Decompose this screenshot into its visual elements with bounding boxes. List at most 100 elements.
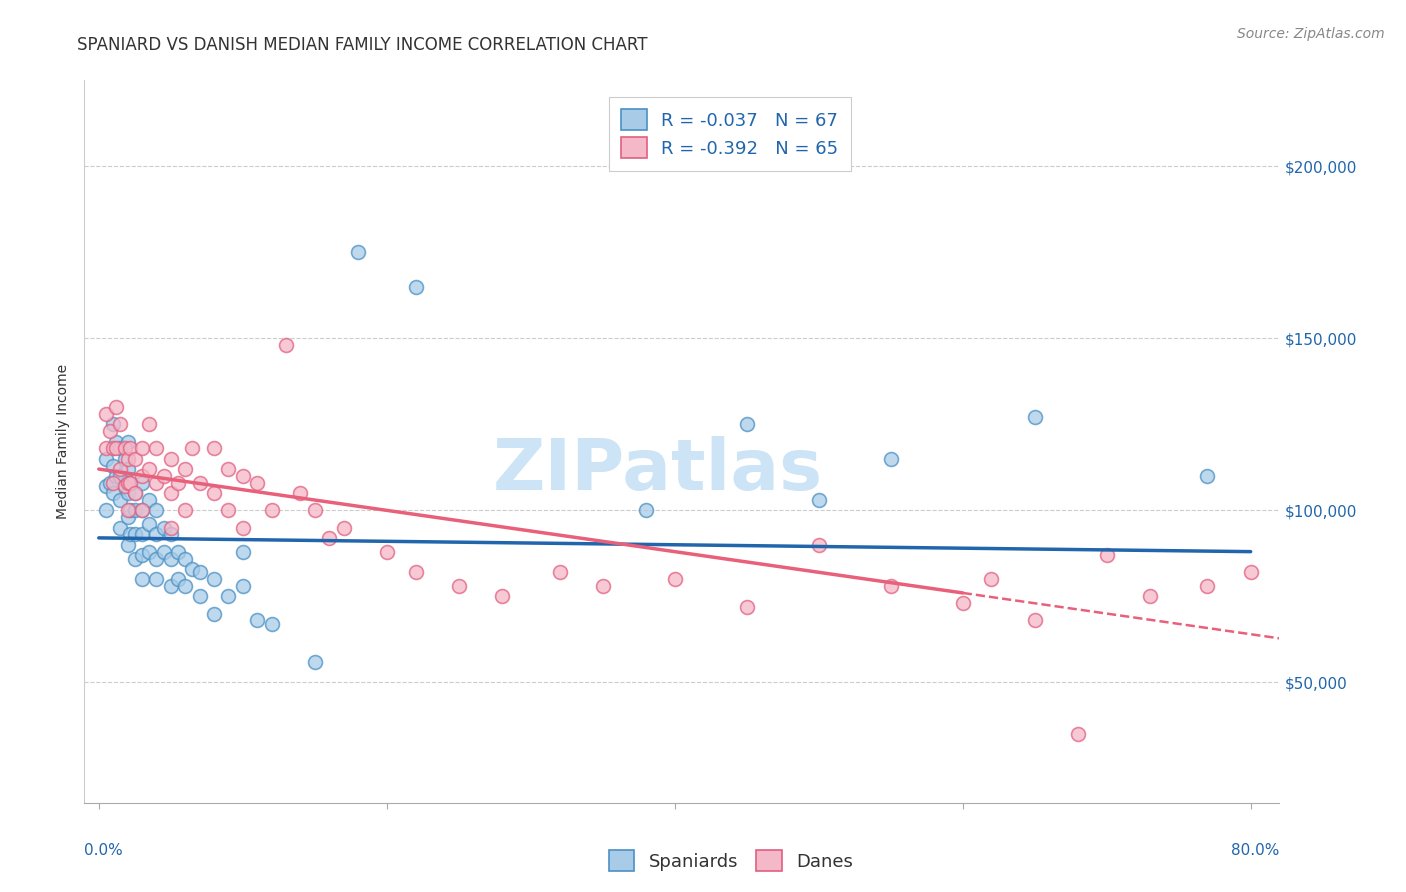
Point — [94, 407, 117, 421]
Point — [181, 562, 204, 576]
Point — [735, 599, 758, 614]
Point — [181, 442, 204, 456]
Point — [114, 479, 136, 493]
Point — [120, 527, 142, 541]
Point — [117, 538, 139, 552]
Point — [94, 503, 117, 517]
Point — [117, 486, 139, 500]
Point — [138, 493, 160, 508]
Point — [138, 544, 160, 558]
Point — [1067, 727, 1090, 741]
Point — [332, 520, 354, 534]
Point — [217, 503, 239, 517]
Point — [124, 451, 146, 466]
Point — [807, 538, 830, 552]
Point — [101, 458, 124, 473]
Point — [131, 442, 153, 456]
Point — [318, 531, 340, 545]
Point — [131, 475, 153, 490]
Point — [131, 527, 153, 541]
Point — [274, 338, 297, 352]
Point — [117, 510, 139, 524]
Point — [105, 442, 128, 456]
Point — [174, 551, 197, 566]
Point — [117, 434, 139, 449]
Point — [232, 544, 254, 558]
Point — [110, 520, 132, 534]
Point — [105, 469, 128, 483]
Point — [1024, 410, 1046, 425]
Point — [101, 486, 124, 500]
Point — [202, 572, 225, 586]
Point — [159, 520, 181, 534]
Point — [117, 451, 139, 466]
Point — [1197, 469, 1219, 483]
Y-axis label: Median Family Income: Median Family Income — [56, 364, 70, 519]
Point — [188, 475, 211, 490]
Point — [167, 544, 190, 558]
Point — [120, 503, 142, 517]
Point — [260, 616, 283, 631]
Point — [159, 451, 181, 466]
Point — [879, 579, 901, 593]
Point — [98, 475, 121, 490]
Point — [124, 503, 146, 517]
Point — [110, 469, 132, 483]
Point — [94, 479, 117, 493]
Point — [304, 503, 326, 517]
Point — [447, 579, 470, 593]
Point — [664, 572, 686, 586]
Point — [101, 442, 124, 456]
Point — [735, 417, 758, 432]
Point — [101, 475, 124, 490]
Point — [246, 614, 269, 628]
Point — [159, 551, 181, 566]
Point — [131, 469, 153, 483]
Point — [131, 548, 153, 562]
Point — [145, 503, 167, 517]
Point — [117, 475, 139, 490]
Point — [592, 579, 614, 593]
Point — [114, 479, 136, 493]
Point — [145, 442, 167, 456]
Point — [634, 503, 657, 517]
Point — [548, 566, 571, 580]
Point — [94, 451, 117, 466]
Point — [879, 451, 901, 466]
Point — [217, 462, 239, 476]
Point — [120, 475, 142, 490]
Point — [202, 486, 225, 500]
Point — [145, 475, 167, 490]
Point — [232, 520, 254, 534]
Point — [202, 607, 225, 621]
Point — [145, 527, 167, 541]
Point — [159, 527, 181, 541]
Point — [217, 590, 239, 604]
Point — [290, 486, 312, 500]
Point — [1024, 614, 1046, 628]
Point — [152, 469, 174, 483]
Point — [405, 279, 427, 293]
Point — [145, 551, 167, 566]
Legend: R = -0.037   N = 67, R = -0.392   N = 65: R = -0.037 N = 67, R = -0.392 N = 65 — [609, 96, 851, 170]
Point — [159, 486, 181, 500]
Point — [138, 462, 160, 476]
Point — [174, 462, 197, 476]
Point — [117, 462, 139, 476]
Point — [105, 400, 128, 414]
Point — [1197, 579, 1219, 593]
Point — [188, 566, 211, 580]
Point — [174, 503, 197, 517]
Point — [124, 486, 146, 500]
Point — [232, 469, 254, 483]
Text: SPANIARD VS DANISH MEDIAN FAMILY INCOME CORRELATION CHART: SPANIARD VS DANISH MEDIAN FAMILY INCOME … — [77, 36, 648, 54]
Point — [260, 503, 283, 517]
Text: Source: ZipAtlas.com: Source: ZipAtlas.com — [1237, 27, 1385, 41]
Text: 80.0%: 80.0% — [1232, 843, 1279, 857]
Point — [110, 493, 132, 508]
Point — [117, 503, 139, 517]
Point — [131, 572, 153, 586]
Point — [110, 442, 132, 456]
Point — [174, 579, 197, 593]
Point — [110, 417, 132, 432]
